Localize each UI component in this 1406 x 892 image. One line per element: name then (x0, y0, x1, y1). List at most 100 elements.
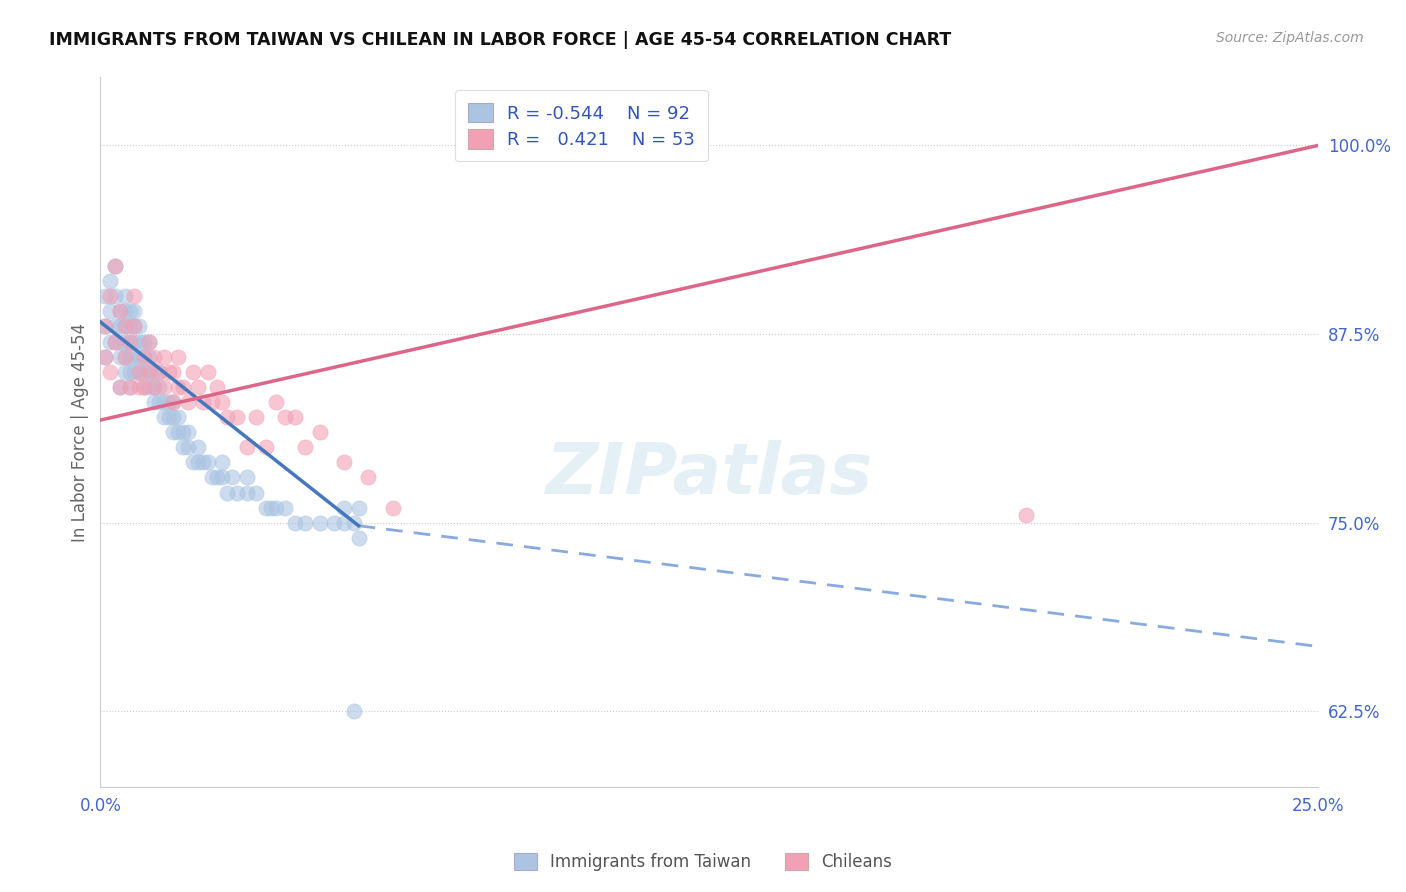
Point (177, 425, 200, 439)
Point (142, 350, 165, 364)
Point (108, 380, 131, 394)
Point (124, 350, 146, 364)
Point (128, 350, 150, 364)
Point (294, 516, 316, 530)
Point (211, 395, 233, 409)
Point (235, 440, 257, 454)
Point (142, 365, 165, 379)
Point (294, 440, 316, 454)
Point (187, 455, 209, 469)
Point (152, 350, 174, 364)
Point (333, 500, 356, 515)
Point (207, 470, 229, 484)
Point (114, 334, 136, 349)
Point (235, 485, 257, 500)
Legend: Immigrants from Taiwan, Chileans: Immigrants from Taiwan, Chileans (505, 845, 901, 880)
Point (148, 365, 170, 379)
Point (187, 440, 209, 454)
Point (124, 304, 146, 318)
Point (245, 485, 267, 500)
Point (108, 319, 131, 334)
Point (201, 395, 224, 409)
Point (124, 319, 146, 334)
Point (114, 365, 136, 379)
Point (152, 410, 174, 425)
Point (138, 365, 160, 379)
Point (172, 440, 194, 454)
Point (104, 259, 127, 273)
Point (264, 500, 287, 515)
Point (347, 500, 370, 515)
Point (98, 274, 121, 288)
Point (128, 380, 150, 394)
Point (94, 350, 117, 364)
Point (235, 470, 257, 484)
Point (284, 516, 307, 530)
Point (118, 319, 141, 334)
Point (225, 485, 247, 500)
Point (124, 365, 146, 379)
Point (118, 304, 141, 318)
Point (138, 380, 160, 394)
Point (1015, 508, 1038, 523)
Point (245, 410, 267, 425)
Point (98, 334, 121, 349)
Point (181, 455, 204, 469)
Point (118, 334, 141, 349)
Point (211, 455, 233, 469)
Point (172, 380, 194, 394)
Point (162, 410, 184, 425)
Point (148, 365, 170, 379)
Point (215, 410, 238, 425)
Point (172, 425, 194, 439)
Point (118, 350, 141, 364)
Point (254, 440, 277, 454)
Point (167, 425, 190, 439)
Point (260, 500, 283, 515)
Point (264, 395, 287, 409)
Point (333, 455, 356, 469)
Point (94, 319, 117, 334)
Point (128, 334, 150, 349)
Point (148, 380, 170, 394)
Point (124, 334, 146, 349)
Point (104, 319, 127, 334)
Point (191, 455, 214, 469)
Point (187, 380, 209, 394)
Point (114, 350, 136, 364)
Point (108, 350, 131, 364)
Point (118, 334, 141, 349)
Point (225, 410, 247, 425)
Point (191, 395, 214, 409)
Point (357, 470, 380, 484)
Point (98, 365, 121, 379)
Point (211, 470, 233, 484)
Point (142, 395, 165, 409)
Point (167, 410, 190, 425)
Point (162, 395, 184, 409)
Point (124, 289, 146, 303)
Point (284, 410, 307, 425)
Point (134, 350, 156, 364)
Point (167, 350, 190, 364)
Point (201, 470, 224, 484)
Point (221, 470, 243, 484)
Point (134, 365, 156, 379)
Point (142, 380, 165, 394)
Point (114, 319, 136, 334)
Point (343, 704, 366, 718)
Point (177, 395, 200, 409)
Text: IMMIGRANTS FROM TAIWAN VS CHILEAN IN LABOR FORCE | AGE 45-54 CORRELATION CHART: IMMIGRANTS FROM TAIWAN VS CHILEAN IN LAB… (49, 31, 952, 49)
Legend: R = -0.544    N = 92, R =   0.421    N = 53: R = -0.544 N = 92, R = 0.421 N = 53 (456, 90, 707, 161)
Point (138, 350, 160, 364)
Point (197, 455, 219, 469)
Point (98, 289, 121, 303)
Point (142, 380, 165, 394)
Text: ZIPatlas: ZIPatlas (546, 441, 873, 509)
Point (157, 395, 180, 409)
Point (215, 485, 238, 500)
Point (157, 365, 180, 379)
Point (134, 334, 156, 349)
Point (138, 365, 160, 379)
Point (128, 319, 150, 334)
